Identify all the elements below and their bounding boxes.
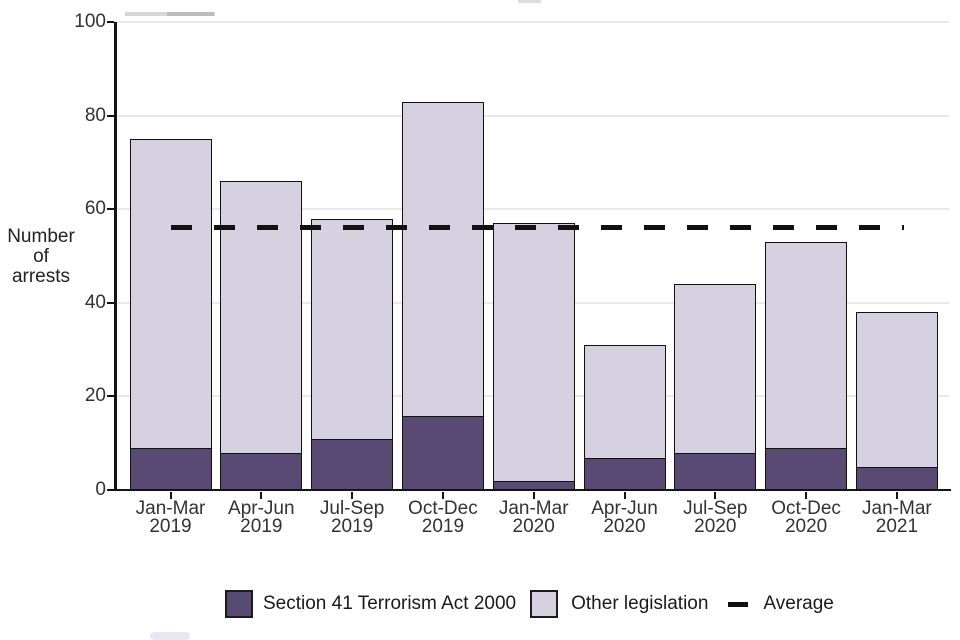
- bar-oct-dec-2020-other: [765, 241, 848, 450]
- y-tick-label-80: 80: [84, 104, 106, 126]
- legend-swatch-other-legislation-icon: [530, 590, 559, 618]
- y-tick-label-20: 20: [84, 385, 106, 407]
- x-tick-label-oct-dec-2019: Oct-Dec 2019: [408, 498, 478, 537]
- legend-label-section41: Section 41 Terrorism Act 2000: [263, 593, 517, 614]
- x-tick-jul-sep-2020: [714, 492, 717, 499]
- x-tick-label-jan-mar-2020: Jan-Mar 2020: [498, 498, 569, 537]
- bar-jan-mar-2019-other: [129, 139, 212, 450]
- y-tick-label-40: 40: [84, 291, 106, 313]
- bar-jan-mar-2021-section41: [855, 466, 938, 490]
- y-tick-label-100: 100: [74, 11, 106, 32]
- legend-dash-average-icon: [728, 601, 749, 607]
- x-tick-jan-mar-2021: [895, 492, 898, 499]
- y-axis-title-line: Number: [7, 226, 75, 247]
- legend-swatch-section41-icon: [225, 590, 253, 618]
- y-tick-40: [107, 301, 114, 304]
- bar-apr-jun-2020-section41: [583, 457, 666, 490]
- legend-label-average: Average: [763, 593, 834, 614]
- cropped-bottom-swatch-artifact: [150, 632, 190, 640]
- bar-jul-sep-2020-other: [674, 284, 757, 455]
- bar-jul-sep-2020-section41: [674, 452, 757, 490]
- bar-jan-mar-2020-other: [492, 223, 575, 483]
- average-line: [170, 225, 904, 231]
- y-axis-title: Number of arrests: [4, 227, 78, 287]
- bar-apr-jun-2020-other: [583, 344, 666, 459]
- gridline-80: [116, 114, 949, 117]
- y-tick-80: [107, 114, 114, 117]
- bar-jan-mar-2019-section41: [129, 447, 212, 490]
- y-tick-label-0: 0: [95, 479, 106, 500]
- gridline-100: [116, 21, 949, 23]
- x-tick-label-oct-dec-2020: Oct-Dec 2020: [771, 498, 841, 537]
- x-tick-label-jan-mar-2021: Jan-Mar 2021: [862, 498, 932, 537]
- bar-apr-jun-2019-other: [220, 181, 303, 455]
- bar-jul-sep-2019-other: [311, 218, 394, 441]
- x-tick-label-apr-jun-2020: Apr-Jun 2020: [591, 498, 658, 537]
- x-tick-oct-dec-2019: [441, 492, 444, 499]
- bar-oct-dec-2019-other: [401, 101, 484, 417]
- bar-oct-dec-2019-section41: [401, 415, 484, 490]
- x-tick-oct-dec-2020: [805, 492, 808, 499]
- bar-jul-sep-2019-section41: [311, 438, 394, 490]
- x-tick-jan-mar-2020: [532, 492, 535, 499]
- x-axis-line: [114, 488, 951, 491]
- x-tick-label-jul-sep-2019: Jul-Sep 2019: [319, 498, 385, 537]
- y-tick-label-60: 60: [84, 198, 106, 220]
- plot-area: Jan-Mar 2019 Apr-Jun 2019 Jul-Sep 2019 Oct-Dec…: [74, 12, 951, 535]
- bar-jan-mar-2021-other: [855, 312, 938, 469]
- y-tick-100: [107, 21, 114, 23]
- x-tick-apr-jun-2019: [260, 492, 263, 499]
- y-axis-title-line: arrests: [11, 266, 71, 287]
- y-tick-60: [107, 208, 114, 211]
- x-tick-apr-jun-2020: [623, 492, 626, 499]
- cropped-top-right-artifact: [518, 0, 541, 3]
- legend: Section 41 Terrorism Act 2000 Other legi…: [225, 588, 834, 620]
- y-axis-line: [114, 22, 117, 490]
- x-tick-label-jul-sep-2020: Jul-Sep 2020: [683, 498, 748, 537]
- x-tick-jul-sep-2019: [351, 492, 354, 499]
- x-tick-label-jan-mar-2019: Jan-Mar 2019: [135, 498, 206, 537]
- bar-apr-jun-2019-section41: [220, 452, 303, 490]
- x-tick-jan-mar-2019: [169, 492, 172, 499]
- cropped-title-artifact-dark: [167, 12, 214, 16]
- y-tick-20: [107, 395, 114, 398]
- bar-oct-dec-2020-section41: [765, 447, 848, 490]
- x-tick-label-apr-jun-2019: Apr-Jun 2019: [228, 498, 295, 537]
- legend-label-other-legislation: Other legislation: [571, 593, 709, 614]
- y-axis-title-line: of: [33, 246, 49, 267]
- gridline-60: [116, 208, 949, 211]
- y-tick-0: [107, 489, 114, 491]
